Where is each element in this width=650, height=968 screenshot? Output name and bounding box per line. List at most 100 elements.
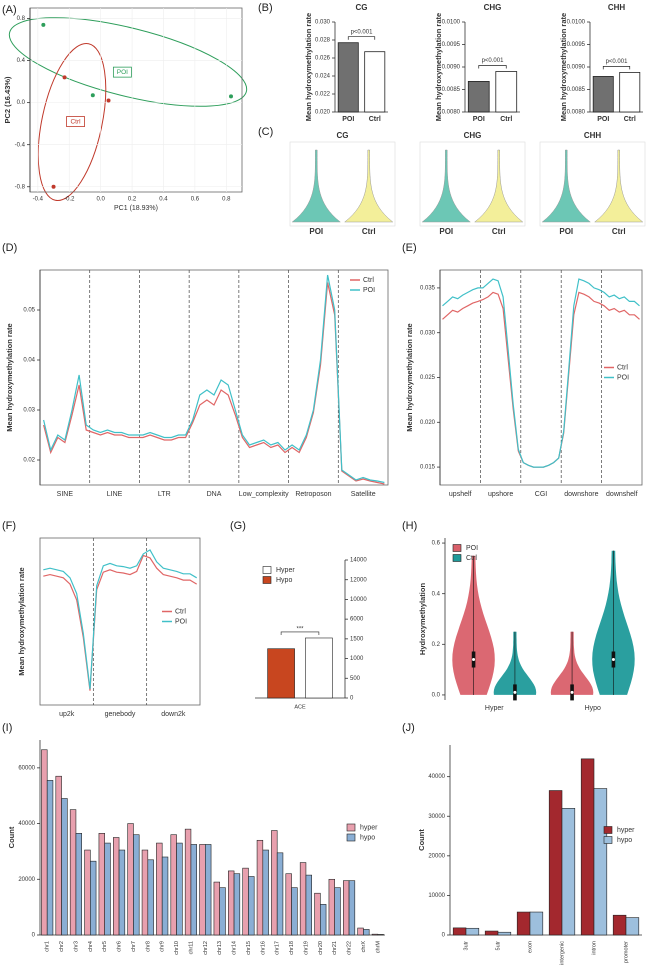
y-axis-label: Mean hydroxymethylation rate (405, 323, 414, 431)
x-tick-label: 0.4 (159, 197, 168, 203)
y-tick-label: 0 (32, 933, 36, 939)
bar (299, 862, 307, 936)
x-tick-label: 3utr (463, 941, 469, 951)
x-tick-label: Ctrl (362, 227, 376, 236)
ctrl-ellipse (37, 42, 107, 202)
bar (133, 834, 140, 936)
bar (256, 839, 264, 936)
x-tick-label: DNA (207, 491, 222, 498)
legend-label: Ctrl (617, 364, 628, 371)
legend-swatch (262, 566, 272, 574)
x-tick-label: Ctrl (624, 116, 636, 123)
y-tick-label: 0.035 (420, 285, 436, 291)
y-tick-label: 1000 (350, 656, 364, 662)
x-tick-label: chr14 (232, 941, 238, 955)
bar (41, 749, 48, 936)
significance-bracket (478, 65, 507, 69)
y-tick-label: 0.0 (17, 100, 26, 106)
y-tick-label: 500 (350, 676, 361, 682)
x-tick-label: POI (473, 116, 485, 123)
bar (305, 874, 312, 936)
x-tick-label: Satellite (351, 491, 376, 498)
y-tick-label: 0.026 (315, 56, 331, 62)
x-tick-label: up2k (59, 711, 75, 718)
bar (612, 914, 627, 936)
legend-label: hypo (617, 837, 632, 844)
x-tick-label: down2k (161, 711, 186, 718)
y-tick-label: 0.0095 (567, 42, 586, 48)
legend-label: hyper (360, 824, 378, 831)
y-tick-label: 14000 (350, 558, 367, 564)
pca-ellipses (8, 17, 248, 202)
series-line (442, 291, 640, 468)
median (570, 690, 574, 694)
y-tick-label: 0.4 (432, 591, 441, 597)
legend-label: hyper (617, 827, 635, 834)
y-tick-label: 0.028 (315, 38, 331, 44)
y-tick-label: 0.0095 (442, 42, 461, 48)
x-tick-label: chrM (375, 941, 381, 954)
bar (190, 844, 197, 936)
legend-swatch (603, 826, 613, 834)
x-tick-label: LTR (158, 491, 171, 498)
panel-label: (D) (2, 242, 17, 254)
bar (377, 934, 384, 936)
panel-label: (I) (2, 722, 12, 734)
y-axis-label: Count (417, 829, 426, 851)
y-axis-label: Count (7, 826, 16, 848)
annotation: p<0.001 (351, 29, 374, 35)
subpanel-frame (289, 141, 396, 227)
x-tick-label: chr21 (332, 941, 338, 955)
significance-bracket (280, 631, 320, 635)
bar (348, 880, 356, 936)
bar (337, 42, 359, 113)
x-tick-label: Hypo (585, 705, 601, 712)
subpanel-frame (419, 141, 526, 227)
violin (291, 149, 341, 223)
bar (548, 790, 563, 936)
bar (262, 849, 269, 936)
bar (113, 837, 120, 936)
bar (213, 881, 220, 936)
x-tick-label: exon (527, 941, 533, 953)
chart-title: CHH (608, 3, 626, 12)
x-tick-label: chr5 (102, 941, 108, 952)
y-tick-label: 20000 (18, 877, 35, 883)
bar (619, 72, 641, 113)
y-tick-label: 0.0090 (567, 65, 586, 71)
x-tick-label: chr4 (88, 941, 94, 952)
x-tick-label: -0.4 (33, 197, 44, 203)
bar (334, 887, 341, 936)
y-tick-label: 0.04 (23, 358, 35, 364)
bar (147, 859, 154, 936)
bar (141, 849, 149, 936)
bar (580, 758, 595, 936)
y-tick-label: 0.0090 (442, 65, 461, 71)
y-tick-label: 0.03 (23, 408, 35, 414)
y-tick-label: 0.030 (420, 330, 436, 336)
y-axis-label: Mean hydroxymethylation rate (5, 323, 14, 431)
bar (320, 904, 327, 936)
x-tick-label: Hyper (485, 705, 504, 712)
x-tick-label: POI (342, 116, 354, 123)
bar (529, 911, 544, 936)
bar (484, 930, 499, 936)
series-line (43, 549, 198, 690)
legend-swatch (346, 833, 356, 842)
series-line (43, 554, 198, 691)
violin (344, 149, 394, 223)
y-tick-label: 30000 (428, 814, 445, 820)
x-tick-label: chr18 (289, 941, 295, 955)
x-tick-label: 0.0 (96, 197, 105, 203)
bar (314, 892, 321, 936)
x-tick-label: CGI (535, 491, 548, 498)
y-tick-label: -0.8 (15, 184, 26, 190)
bar (291, 887, 298, 936)
bar (46, 780, 54, 936)
bar (233, 873, 241, 936)
x-tick-label: POI (439, 227, 453, 236)
legend-swatch (452, 544, 462, 552)
legend-label: Hyper (276, 567, 295, 574)
bar (69, 809, 77, 936)
bar (452, 927, 467, 936)
